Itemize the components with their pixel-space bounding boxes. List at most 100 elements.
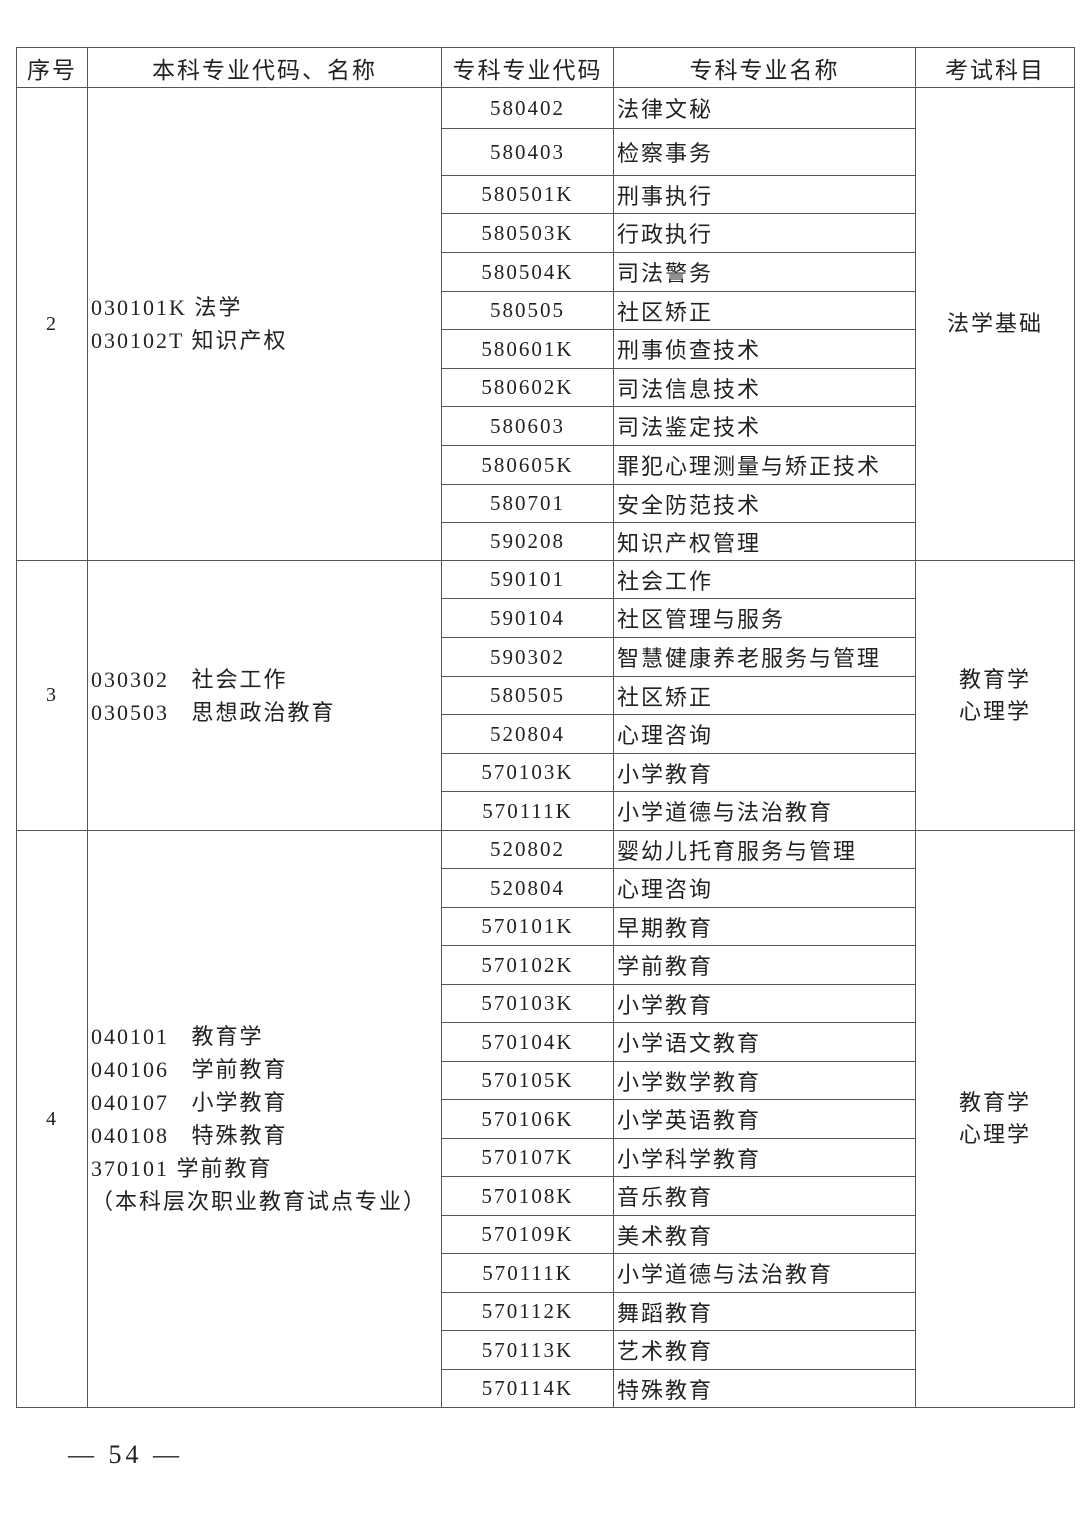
college-major-name: 音乐教育 <box>613 1176 916 1216</box>
seq-cell: 2 <box>16 87 88 561</box>
college-major-code: 570107K <box>441 1138 614 1177</box>
college-major-name: 社区管理与服务 <box>613 598 916 638</box>
college-major-code: 580701 <box>441 484 614 523</box>
table-row: 580701 安全防范技术 <box>17 484 1075 523</box>
college-major-name: 小学数学教育 <box>613 1061 916 1100</box>
undergrad-major: 040101 教育学 <box>91 1024 264 1049</box>
college-major-name: 司法信息技术 <box>613 368 916 407</box>
college-major-code: 520804 <box>441 868 614 908</box>
college-major-code: 570108K <box>441 1176 614 1216</box>
college-major-code: 570112K <box>441 1292 614 1331</box>
table-row: 580605K 罪犯心理测量与矫正技术 <box>17 445 1075 485</box>
table-row: 570111K 小学道德与法治教育 <box>17 791 1075 831</box>
college-major-code: 570103K <box>441 984 614 1023</box>
college-major-code: 580402 <box>441 87 614 129</box>
table-row: 570102K 学前教育 <box>17 945 1075 985</box>
college-major-code: 570114K <box>441 1369 614 1408</box>
college-major-name: 心理咨询 <box>613 714 916 754</box>
college-major-name: 小学教育 <box>613 753 916 792</box>
college-major-name: 美术教育 <box>613 1215 916 1254</box>
table-row: 580403 检察事务 <box>17 128 1075 176</box>
college-major-name: 社会工作 <box>613 560 916 599</box>
exam-subject-cell: 法学基础 <box>915 87 1075 561</box>
college-major-code: 580601K <box>441 329 614 369</box>
college-major-code: 580504K <box>441 252 614 292</box>
table-header-row: 序号 本科专业代码、名称 专科专业代码 专科专业名称 考试科目 <box>16 47 1075 88</box>
undergrad-major: 040108 特殊教育 <box>91 1123 288 1148</box>
table-row: 570103K 小学教育 <box>17 753 1075 792</box>
table-row: 580505 社区矫正 <box>17 676 1075 715</box>
undergrad-major: 040107 小学教育 <box>91 1090 288 1115</box>
college-major-name: 心理咨询 <box>613 868 916 908</box>
exam-subject: 教育学 <box>958 1090 1031 1115</box>
college-major-name: 社区矫正 <box>613 676 916 715</box>
college-major-code: 580603 <box>441 406 614 446</box>
table-row: 2 030101K 法学 030102T 知识产权 580402 法律文秘 法学基础 <box>16 87 1075 561</box>
undergrad-major: 030101K 法学 <box>91 295 243 320</box>
undergrad-major: 030503 思想政治教育 <box>91 699 336 725</box>
college-major-name: 知识产权管理 <box>613 522 916 561</box>
college-major-name: 特殊教育 <box>613 1369 916 1408</box>
college-major-code: 580605K <box>441 445 614 485</box>
college-major-name: 小学科学教育 <box>613 1138 916 1177</box>
exam-subject-cell: 教育学 心理学 <box>915 560 1075 831</box>
table-row: 580505 社区矫正 <box>17 291 1075 330</box>
exam-subject-cell: 教育学 心理学 <box>915 830 1075 1408</box>
undergrad-major: 030302 社会工作 <box>91 666 288 692</box>
college-major-code: 580602K <box>441 368 614 407</box>
undergrad-cell: 040101 教育学 040106 学前教育 040107 小学教育 040108 特… <box>87 830 442 1408</box>
table-row: 570103K 小学教育 <box>17 984 1075 1023</box>
college-major-code: 520804 <box>441 714 614 754</box>
table-row: 590302 智慧健康养老服务与管理 <box>17 637 1075 677</box>
college-major-code: 570104K <box>441 1022 614 1062</box>
table-row: 570104K 小学语文教育 <box>17 1022 1075 1062</box>
college-major-code: 570105K <box>441 1061 614 1100</box>
header-seq: 序号 <box>16 47 88 88</box>
undergrad-major: （本科层次职业教育试点专业） <box>91 1189 428 1214</box>
table-row: 570105K 小学数学教育 <box>17 1061 1075 1100</box>
college-major-name: 安全防范技术 <box>613 484 916 523</box>
table-row: 590104 社区管理与服务 <box>17 598 1075 638</box>
college-major-code: 580505 <box>441 676 614 715</box>
college-major-name: 学前教育 <box>613 945 916 985</box>
college-major-name: 罪犯心理测量与矫正技术 <box>613 445 916 485</box>
college-major-name: 婴幼儿托育服务与管理 <box>613 830 916 869</box>
college-major-name: 司法鉴定技术 <box>613 406 916 446</box>
table-row: 580603 司法鉴定技术 <box>17 406 1075 446</box>
table-row: 570111K 小学道德与法治教育 <box>17 1253 1075 1293</box>
college-major-name: 行政执行 <box>613 213 916 253</box>
college-major-name: 小学语文教育 <box>613 1022 916 1062</box>
college-major-code: 590101 <box>441 560 614 599</box>
page-number: — 54 — <box>68 1440 183 1469</box>
college-major-code: 590208 <box>441 522 614 561</box>
college-major-code: 520802 <box>441 830 614 869</box>
table-row: 580601K 刑事侦查技术 <box>17 329 1075 369</box>
table-row: 570113K 艺术教育 <box>17 1330 1075 1370</box>
college-major-name: 早期教育 <box>613 907 916 946</box>
college-major-name: 小学道德与法治教育 <box>613 791 916 831</box>
college-major-code: 580403 <box>441 128 614 176</box>
college-major-code: 570101K <box>441 907 614 946</box>
undergrad-major: 040106 学前教育 <box>91 1057 288 1082</box>
college-major-code: 570109K <box>441 1215 614 1254</box>
college-major-name: 小学教育 <box>613 984 916 1023</box>
table-row: 580503K 行政执行 <box>17 213 1075 253</box>
exam-subject: 心理学 <box>958 698 1031 724</box>
college-major-code: 590104 <box>441 598 614 638</box>
table-row: 570114K 特殊教育 <box>17 1369 1075 1408</box>
college-major-name: 检察事务 <box>613 128 916 176</box>
seq-cell: 4 <box>16 830 88 1408</box>
college-major-name: 刑事执行 <box>613 175 916 214</box>
undergrad-cell: 030101K 法学 030102T 知识产权 <box>87 87 442 561</box>
table-row: 3 030302 社会工作 030503 思想政治教育 590101 社会工作 教育学 心理… <box>16 560 1075 831</box>
table-row: 580602K 司法信息技术 <box>17 368 1075 407</box>
college-major-name: 刑事侦查技术 <box>613 329 916 369</box>
table-row: 570106K 小学英语教育 <box>17 1099 1075 1139</box>
college-major-code: 570106K <box>441 1099 614 1139</box>
exam-subject: 法学基础 <box>946 311 1043 336</box>
college-major-code: 570111K <box>441 791 614 831</box>
header-name: 专科专业名称 <box>613 47 916 88</box>
college-major-code: 580503K <box>441 213 614 253</box>
college-major-name: 智慧健康养老服务与管理 <box>613 637 916 677</box>
college-major-code: 590302 <box>441 637 614 677</box>
